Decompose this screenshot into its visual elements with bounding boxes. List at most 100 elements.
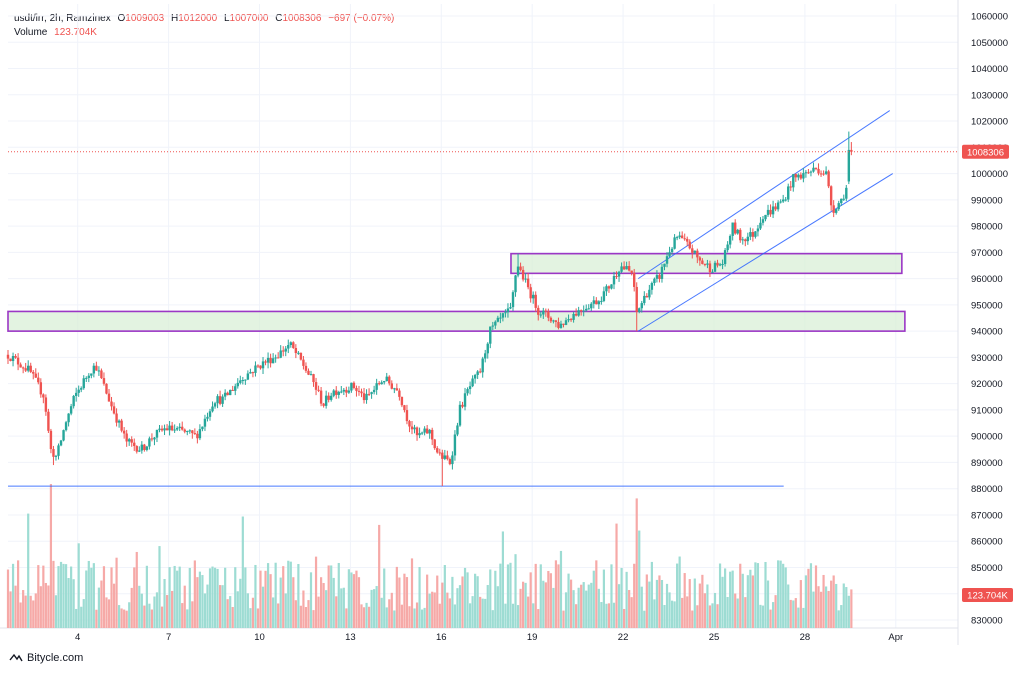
volume-bar bbox=[643, 610, 646, 628]
candle bbox=[453, 430, 457, 461]
candle-body bbox=[534, 294, 537, 308]
candle-body bbox=[489, 326, 492, 344]
volume-bar bbox=[191, 601, 194, 628]
close-value: 1008306 bbox=[282, 13, 322, 24]
candle-body bbox=[804, 172, 808, 174]
candle bbox=[226, 391, 229, 396]
candle-body bbox=[314, 382, 318, 390]
candle bbox=[173, 424, 176, 433]
candle bbox=[804, 170, 808, 178]
volume-bar bbox=[77, 543, 80, 628]
volume-bar bbox=[640, 586, 643, 628]
candle-body bbox=[39, 382, 43, 395]
candle-body bbox=[292, 342, 295, 349]
time-tick-label: 16 bbox=[436, 632, 447, 643]
candle bbox=[418, 427, 421, 439]
candle bbox=[592, 296, 595, 309]
volume-bar bbox=[115, 557, 118, 628]
volume-bar bbox=[367, 606, 371, 628]
candle-body bbox=[443, 455, 447, 459]
candle-body bbox=[347, 390, 351, 393]
candle bbox=[764, 214, 767, 222]
symbol-label[interactable]: usdt/irr, 2h, Ramzinex bbox=[14, 13, 111, 24]
volume-bar bbox=[229, 596, 232, 628]
candle bbox=[761, 215, 765, 226]
volume-bar bbox=[443, 565, 446, 628]
candle-body bbox=[655, 275, 659, 279]
candle bbox=[526, 273, 530, 290]
volume-bar bbox=[847, 595, 850, 628]
price-tick-label: 870000 bbox=[971, 510, 1003, 521]
candle bbox=[153, 436, 156, 446]
candle bbox=[47, 408, 50, 433]
volume-badge-text: 123.704K bbox=[967, 591, 1008, 602]
candle bbox=[428, 428, 431, 439]
volume-bar bbox=[564, 592, 568, 628]
candle-body bbox=[145, 446, 149, 450]
candle bbox=[476, 370, 479, 379]
candle-body bbox=[683, 238, 686, 240]
candle bbox=[410, 420, 414, 435]
candle-body bbox=[675, 237, 679, 239]
candle-body bbox=[120, 420, 123, 431]
volume-bar bbox=[269, 574, 272, 628]
volume-bar bbox=[481, 598, 484, 628]
candle-body bbox=[766, 209, 770, 215]
candle bbox=[607, 285, 611, 293]
candle-body bbox=[165, 428, 169, 431]
change-value: −697 (−0.07%) bbox=[328, 13, 395, 24]
volume-bar bbox=[254, 564, 257, 628]
candle bbox=[721, 259, 724, 270]
volume-label[interactable]: Volume bbox=[14, 27, 48, 38]
candle-body bbox=[716, 262, 719, 266]
volume-bar bbox=[266, 563, 270, 628]
candle bbox=[822, 170, 825, 176]
candle bbox=[39, 378, 43, 398]
candle-body bbox=[9, 358, 12, 362]
candle bbox=[138, 446, 141, 453]
chart-legend: usdt/irr, 2h, Ramzinex O1009003 H1012000… bbox=[14, 12, 394, 40]
time-tick-label: Apr bbox=[888, 632, 903, 643]
brand-watermark[interactable]: Bitycle.com bbox=[9, 652, 83, 664]
candle bbox=[274, 354, 277, 363]
volume-bar bbox=[628, 590, 631, 628]
candle-body bbox=[198, 429, 202, 439]
candle-body bbox=[678, 235, 681, 238]
volume-bar bbox=[769, 609, 772, 628]
candle-body bbox=[69, 406, 73, 414]
volume-bar bbox=[575, 604, 578, 628]
candle bbox=[605, 284, 608, 296]
candle bbox=[269, 353, 272, 368]
volume-bar bbox=[734, 593, 737, 628]
candle-body bbox=[615, 276, 618, 278]
candle bbox=[133, 438, 136, 451]
candle bbox=[390, 380, 393, 390]
candle-body bbox=[408, 421, 411, 427]
volume-bar bbox=[95, 609, 98, 628]
candle bbox=[405, 404, 409, 425]
volume-bar bbox=[718, 563, 722, 628]
candle-body bbox=[680, 235, 684, 239]
candle-body bbox=[776, 202, 780, 210]
candle-body bbox=[749, 232, 752, 237]
volume-bar bbox=[112, 583, 116, 628]
candle-body bbox=[542, 310, 545, 315]
volume-bar bbox=[504, 603, 507, 628]
candle bbox=[324, 390, 328, 409]
candle-body bbox=[521, 269, 525, 280]
volume-bar bbox=[155, 592, 159, 628]
volume-badge: 123.704K bbox=[962, 588, 1013, 602]
candle-body bbox=[787, 186, 790, 200]
candle-body bbox=[352, 382, 356, 388]
volume-bar bbox=[325, 590, 328, 628]
candle bbox=[716, 259, 719, 268]
candle bbox=[441, 449, 444, 487]
candle-body bbox=[97, 370, 101, 372]
volume-bar bbox=[6, 569, 10, 628]
candle bbox=[398, 388, 401, 401]
volume-bar bbox=[188, 567, 191, 628]
volume-bar bbox=[799, 580, 802, 628]
volume-bar bbox=[797, 607, 800, 628]
candle bbox=[246, 370, 250, 381]
